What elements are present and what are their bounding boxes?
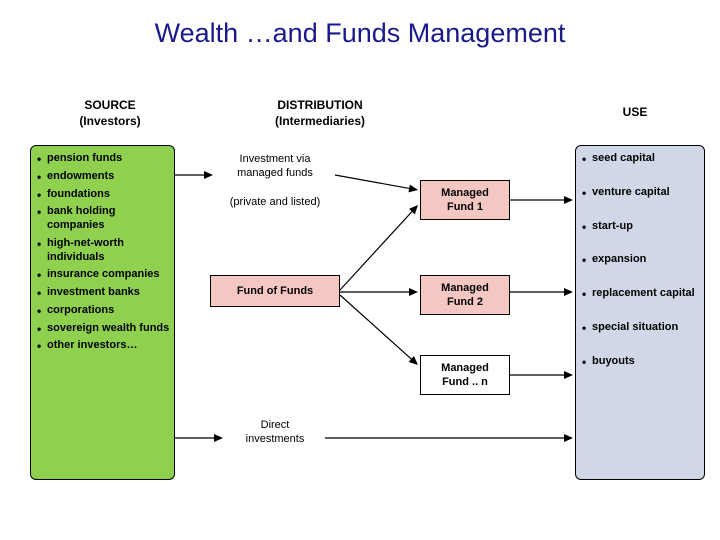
managed-fund-1-box: ManagedFund 1 <box>420 180 510 220</box>
page-title: Wealth …and Funds Management <box>0 18 720 49</box>
list-item: high-net-worth individuals <box>35 237 172 265</box>
list-item: seed capital <box>580 152 702 166</box>
managed-fund-n-box: ManagedFund .. n <box>420 355 510 395</box>
list-item: investment banks <box>35 286 172 300</box>
list-item: buyouts <box>580 355 702 369</box>
list-item: corporations <box>35 304 172 318</box>
list-item: bank holding companies <box>35 205 172 233</box>
list-item: endowments <box>35 170 172 184</box>
header-source: SOURCE(Investors) <box>55 98 165 129</box>
managed-fund-2-box: ManagedFund 2 <box>420 275 510 315</box>
header-distribution: DISTRIBUTION(Intermediaries) <box>250 98 390 129</box>
label-direct: Directinvestments <box>225 418 325 447</box>
source-list: pension funds endowments foundations bank h… <box>35 152 172 353</box>
list-item: pension funds <box>35 152 172 166</box>
use-list: seed capital venture capital start-up expan… <box>580 152 702 368</box>
label-private-listed: (private and listed) <box>210 195 340 209</box>
source-box: pension funds endowments foundations bank h… <box>30 145 175 480</box>
header-use: USE <box>595 105 675 121</box>
list-item: foundations <box>35 188 172 202</box>
list-item: other investors… <box>35 339 172 353</box>
list-item: insurance companies <box>35 268 172 282</box>
list-item: special situation <box>580 321 702 335</box>
fund-of-funds-box: Fund of Funds <box>210 275 340 307</box>
label-investment-via: Investment viamanaged funds <box>215 152 335 181</box>
use-box: seed capital venture capital start-up expan… <box>575 145 705 480</box>
list-item: replacement capital <box>580 287 702 301</box>
list-item: start-up <box>580 220 702 234</box>
list-item: sovereign wealth funds <box>35 322 172 336</box>
list-item: venture capital <box>580 186 702 200</box>
list-item: expansion <box>580 253 702 267</box>
